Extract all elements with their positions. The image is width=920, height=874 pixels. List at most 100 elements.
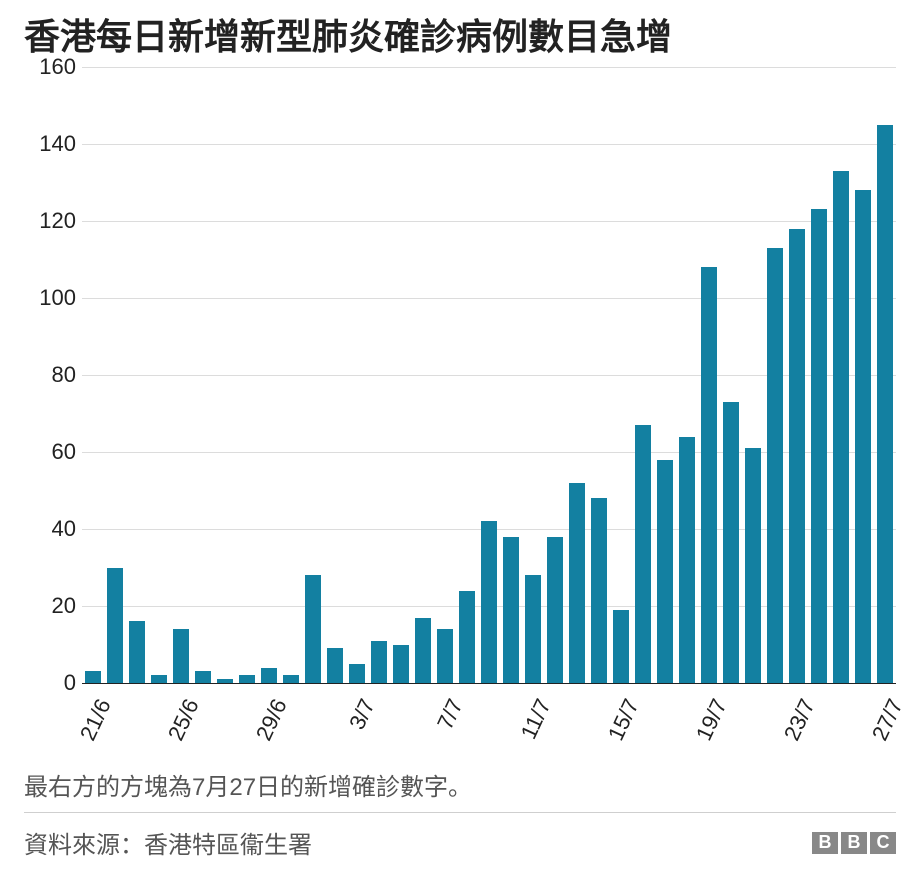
y-tick-label: 120 bbox=[24, 208, 76, 234]
bar-slot bbox=[346, 67, 368, 683]
bar-slot bbox=[698, 67, 720, 683]
bar-slot bbox=[610, 67, 632, 683]
bar-slot bbox=[236, 67, 258, 683]
bar-slot bbox=[830, 67, 852, 683]
source-text: 資料來源：香港特區衞生署 bbox=[24, 825, 312, 860]
bar bbox=[305, 575, 321, 683]
bar-slot bbox=[808, 67, 830, 683]
bar bbox=[855, 190, 871, 683]
bbc-logo: BBC bbox=[812, 832, 896, 854]
x-tick-label: 11/7 bbox=[516, 695, 557, 743]
bar bbox=[811, 209, 827, 683]
bar bbox=[745, 448, 761, 683]
bar-slot bbox=[632, 67, 654, 683]
bar bbox=[239, 675, 255, 683]
chart-subtitle: 最右方的方塊為7月27日的新增確診數字。 bbox=[24, 767, 896, 802]
bar-slot bbox=[324, 67, 346, 683]
bar bbox=[173, 629, 189, 683]
bar bbox=[877, 125, 893, 683]
bar bbox=[525, 575, 541, 683]
x-tick-label: 3/7 bbox=[344, 695, 380, 734]
bar-slot bbox=[82, 67, 104, 683]
bbc-logo-letter: B bbox=[841, 832, 867, 854]
bar bbox=[195, 671, 211, 683]
bar-slot bbox=[742, 67, 764, 683]
bar-slot bbox=[434, 67, 456, 683]
bar bbox=[789, 229, 805, 683]
x-tick-label: 25/6 bbox=[163, 695, 205, 745]
y-tick-label: 140 bbox=[24, 131, 76, 157]
bar bbox=[767, 248, 783, 683]
bar bbox=[635, 425, 651, 683]
chart-wrap: 020406080100120140160 21/625/629/63/77/7… bbox=[24, 67, 896, 763]
x-axis-labels: 21/625/629/63/77/711/715/719/723/727/7 bbox=[82, 683, 896, 763]
bar-slot bbox=[412, 67, 434, 683]
y-tick-label: 0 bbox=[24, 670, 76, 696]
y-tick-label: 80 bbox=[24, 362, 76, 388]
bbc-logo-letter: C bbox=[870, 832, 896, 854]
bar bbox=[503, 537, 519, 683]
bar bbox=[393, 645, 409, 684]
y-tick-label: 100 bbox=[24, 285, 76, 311]
bar bbox=[459, 591, 475, 683]
bar-slot bbox=[874, 67, 896, 683]
bar-slot bbox=[390, 67, 412, 683]
bar bbox=[569, 483, 585, 683]
bar-slot bbox=[566, 67, 588, 683]
bar bbox=[833, 171, 849, 683]
bar-slot bbox=[852, 67, 874, 683]
bar bbox=[547, 537, 563, 683]
chart-footer: 資料來源：香港特區衞生署 BBC bbox=[24, 812, 896, 874]
bars-group bbox=[82, 67, 896, 683]
bar-slot bbox=[654, 67, 676, 683]
chart-title: 香港每日新增新型肺炎確診病例數目急增 bbox=[24, 14, 896, 59]
y-tick-label: 160 bbox=[24, 54, 76, 80]
bar-slot bbox=[500, 67, 522, 683]
bar bbox=[349, 664, 365, 683]
y-tick-label: 60 bbox=[24, 439, 76, 465]
bar-slot bbox=[720, 67, 742, 683]
chart-container: 香港每日新增新型肺炎確診病例數目急增 020406080100120140160… bbox=[0, 0, 920, 874]
bar bbox=[657, 460, 673, 683]
bar bbox=[151, 675, 167, 683]
y-axis-labels: 020406080100120140160 bbox=[24, 67, 76, 683]
bar-slot bbox=[170, 67, 192, 683]
bar-slot bbox=[544, 67, 566, 683]
bar bbox=[679, 437, 695, 683]
bar-slot bbox=[104, 67, 126, 683]
bar bbox=[415, 618, 431, 683]
bar bbox=[261, 668, 277, 683]
bar bbox=[591, 498, 607, 683]
bar bbox=[107, 568, 123, 684]
x-tick-label: 19/7 bbox=[691, 695, 733, 745]
x-tick-label: 27/7 bbox=[867, 695, 909, 745]
bar-slot bbox=[302, 67, 324, 683]
bar-slot bbox=[588, 67, 610, 683]
bar-slot bbox=[676, 67, 698, 683]
bar bbox=[613, 610, 629, 683]
chart-plot-area: 020406080100120140160 21/625/629/63/77/7… bbox=[82, 67, 896, 683]
bar bbox=[437, 629, 453, 683]
bar bbox=[371, 641, 387, 683]
x-tick-label: 21/6 bbox=[75, 695, 117, 745]
bar bbox=[481, 521, 497, 683]
bar bbox=[85, 671, 101, 683]
bar-slot bbox=[192, 67, 214, 683]
bar-slot bbox=[126, 67, 148, 683]
x-tick-label: 15/7 bbox=[603, 695, 645, 745]
bar bbox=[283, 675, 299, 683]
bar bbox=[723, 402, 739, 683]
bar bbox=[327, 648, 343, 683]
bar-slot bbox=[258, 67, 280, 683]
x-tick-label: 23/7 bbox=[779, 695, 821, 745]
bar-slot bbox=[764, 67, 786, 683]
x-tick-label: 7/7 bbox=[432, 695, 468, 734]
bar-slot bbox=[786, 67, 808, 683]
bar bbox=[129, 621, 145, 683]
bar bbox=[701, 267, 717, 683]
bar-slot bbox=[456, 67, 478, 683]
bar-slot bbox=[368, 67, 390, 683]
bar-slot bbox=[148, 67, 170, 683]
y-tick-label: 20 bbox=[24, 593, 76, 619]
bbc-logo-letter: B bbox=[812, 832, 838, 854]
